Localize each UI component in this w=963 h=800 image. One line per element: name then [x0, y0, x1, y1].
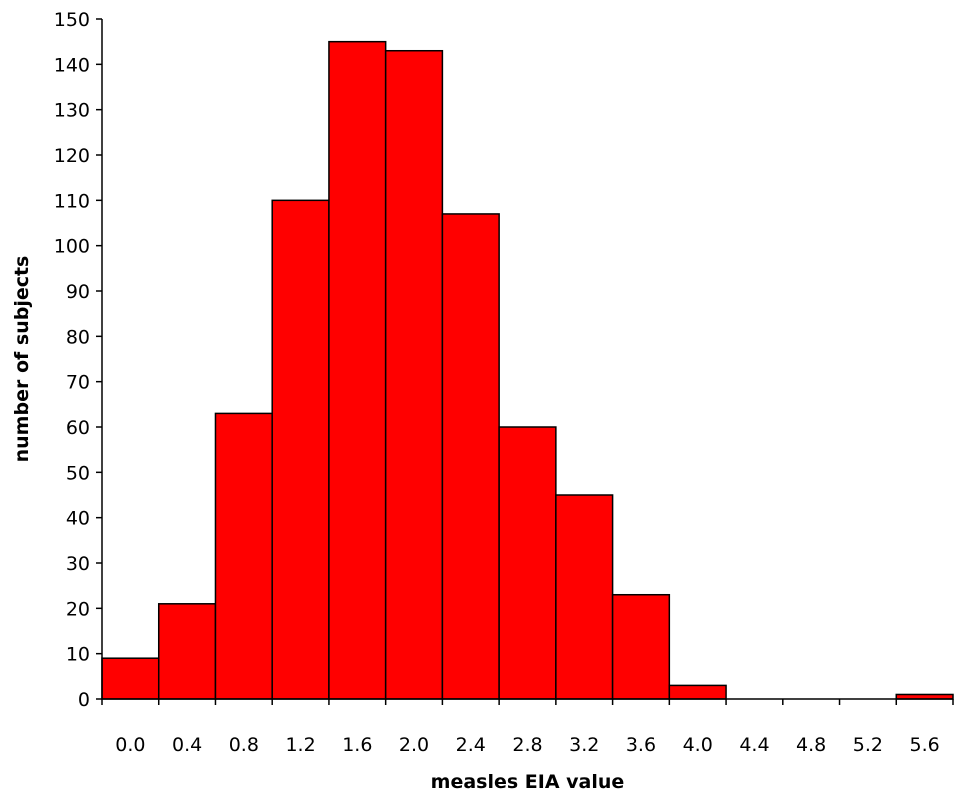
- y-tick-label: 20: [66, 598, 90, 620]
- y-axis-title: number of subjects: [11, 256, 33, 463]
- x-axis-ticks: 0.0 0.4 0.8 1.2 1.6 2.0 2.4 2.8 3.2 3.6 4.0 4.4 4.8 5…: [101, 699, 954, 756]
- x-tick-label: 0.8: [229, 734, 259, 756]
- x-tick-label: 3.2: [569, 734, 599, 756]
- bar-2.4: [441, 213, 500, 700]
- x-tick-label: 2.8: [512, 734, 542, 756]
- x-tick-label: 5.6: [910, 734, 940, 756]
- y-tick-label: 40: [66, 508, 90, 530]
- y-axis-ticks: 0 10 20 30 40 50 60 70 80 90 100 110 120 130 140 150: [54, 9, 102, 711]
- x-tick-label: 1.2: [285, 734, 315, 756]
- y-tick-label: 150: [54, 9, 90, 31]
- y-tick-label: 10: [66, 644, 90, 666]
- x-tick-label: 0.4: [172, 734, 202, 756]
- bar-2.8: [498, 426, 557, 700]
- x-tick-label: 1.6: [342, 734, 372, 756]
- bar-0.4: [157, 603, 217, 700]
- x-tick-label: 4.4: [739, 734, 769, 756]
- x-tick-label: 3.6: [626, 734, 656, 756]
- x-axis-title: measles EIA value: [431, 771, 625, 793]
- y-tick-label: 30: [66, 553, 90, 575]
- bar-2.0: [384, 49, 444, 700]
- y-tick-label: 140: [54, 54, 90, 76]
- y-tick-label: 120: [54, 145, 90, 167]
- bar-3.6: [611, 593, 671, 700]
- y-tick-label: 60: [66, 417, 90, 439]
- bar-3.2: [555, 494, 614, 700]
- x-tick-label: 4.0: [683, 734, 713, 756]
- bars-group: [101, 40, 954, 700]
- y-tick-label: 70: [66, 372, 90, 394]
- y-tick-label: 80: [66, 326, 90, 348]
- y-tick-label: 130: [54, 100, 90, 122]
- x-tick-label: 4.8: [796, 734, 826, 756]
- y-tick-label: 0: [78, 689, 90, 711]
- bar-0.0: [101, 657, 160, 700]
- bar-4.0: [668, 684, 727, 700]
- bar-0.8: [214, 412, 273, 700]
- x-tick-label: 5.2: [853, 734, 883, 756]
- y-tick-label: 100: [54, 236, 90, 258]
- bar-1.2: [271, 199, 330, 700]
- x-tick-label: 2.0: [399, 734, 429, 756]
- y-tick-label: 110: [54, 190, 90, 212]
- bar-1.6: [328, 40, 387, 700]
- y-tick-label: 90: [66, 281, 90, 303]
- x-tick-label: 2.4: [456, 734, 486, 756]
- y-tick-label: 50: [66, 462, 90, 484]
- x-tick-label: 0.0: [115, 734, 145, 756]
